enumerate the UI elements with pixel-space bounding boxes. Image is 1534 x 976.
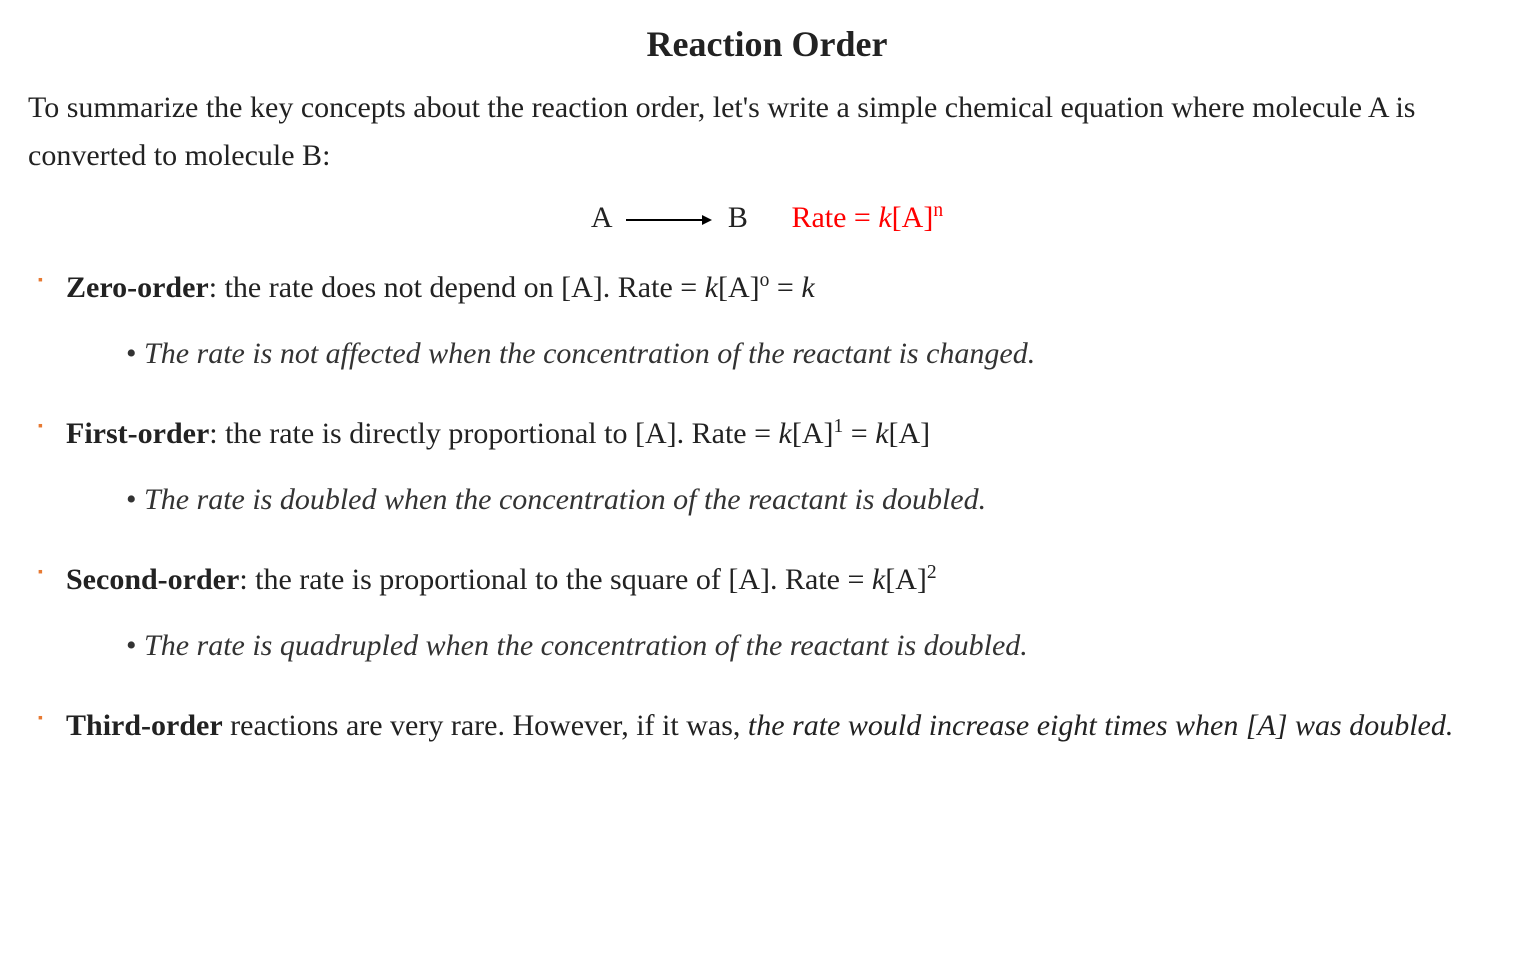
- eq-species-b: B: [728, 201, 748, 234]
- list-item-first-order: First-order: the rate is directly propor…: [32, 410, 1506, 524]
- zero-bra: [A]: [718, 271, 760, 304]
- intro-paragraph: To summarize the key concepts about the …: [28, 84, 1506, 180]
- equation-row: A B Rate = k[A]n: [28, 194, 1506, 242]
- second-sup: 2: [927, 562, 937, 583]
- list-item-second-order: Second-order: the rate is proportional t…: [32, 556, 1506, 670]
- list-item-zero-order: Zero-order: the rate does not depend on …: [32, 264, 1506, 378]
- orders-list: Zero-order: the rate does not depend on …: [32, 264, 1506, 750]
- reaction-arrow-icon: [624, 213, 712, 227]
- first-order-note: The rate is doubled when the concentrati…: [126, 476, 1506, 524]
- zero-order-note: The rate is not affected when the concen…: [126, 330, 1506, 378]
- rate-k: k: [878, 201, 891, 234]
- second-order-note: The rate is quadrupled when the concentr…: [126, 622, 1506, 670]
- equation-lhs: A B: [591, 201, 756, 234]
- rate-bracket-a: [A]: [892, 201, 934, 234]
- eq-species-a: A: [591, 201, 611, 234]
- first-bra2: [A]: [889, 417, 931, 450]
- zero-order-label: Zero-order: [66, 271, 209, 304]
- second-bra: [A]: [885, 563, 927, 596]
- page-title: Reaction Order: [28, 16, 1506, 74]
- zero-order-body: : the rate does not depend on [A]. Rate …: [209, 271, 705, 304]
- list-item-third-order: Third-order reactions are very rare. How…: [32, 702, 1506, 750]
- third-order-body: reactions are very rare. However, if it …: [223, 709, 748, 742]
- zero-k2: k: [801, 271, 814, 304]
- first-eq: =: [843, 417, 875, 450]
- zero-k1: k: [705, 271, 718, 304]
- third-order-label: Third-order: [66, 709, 223, 742]
- second-order-label: Second-order: [66, 563, 239, 596]
- third-order-tail: the rate would increase eight times when…: [748, 709, 1453, 742]
- first-order-label: First-order: [66, 417, 209, 450]
- first-bra: [A]: [792, 417, 834, 450]
- second-order-body: : the rate is proportional to the square…: [239, 563, 872, 596]
- first-order-body: : the rate is directly proportional to […: [209, 417, 778, 450]
- rate-equation: Rate = k[A]n: [791, 201, 943, 234]
- rate-prefix: Rate =: [791, 201, 878, 234]
- first-k2: k: [875, 417, 888, 450]
- first-sup: 1: [834, 416, 844, 437]
- second-k1: k: [872, 563, 885, 596]
- first-k1: k: [779, 417, 792, 450]
- zero-sup: o: [760, 270, 770, 291]
- zero-eq: =: [769, 271, 801, 304]
- rate-sup-n: n: [933, 200, 943, 221]
